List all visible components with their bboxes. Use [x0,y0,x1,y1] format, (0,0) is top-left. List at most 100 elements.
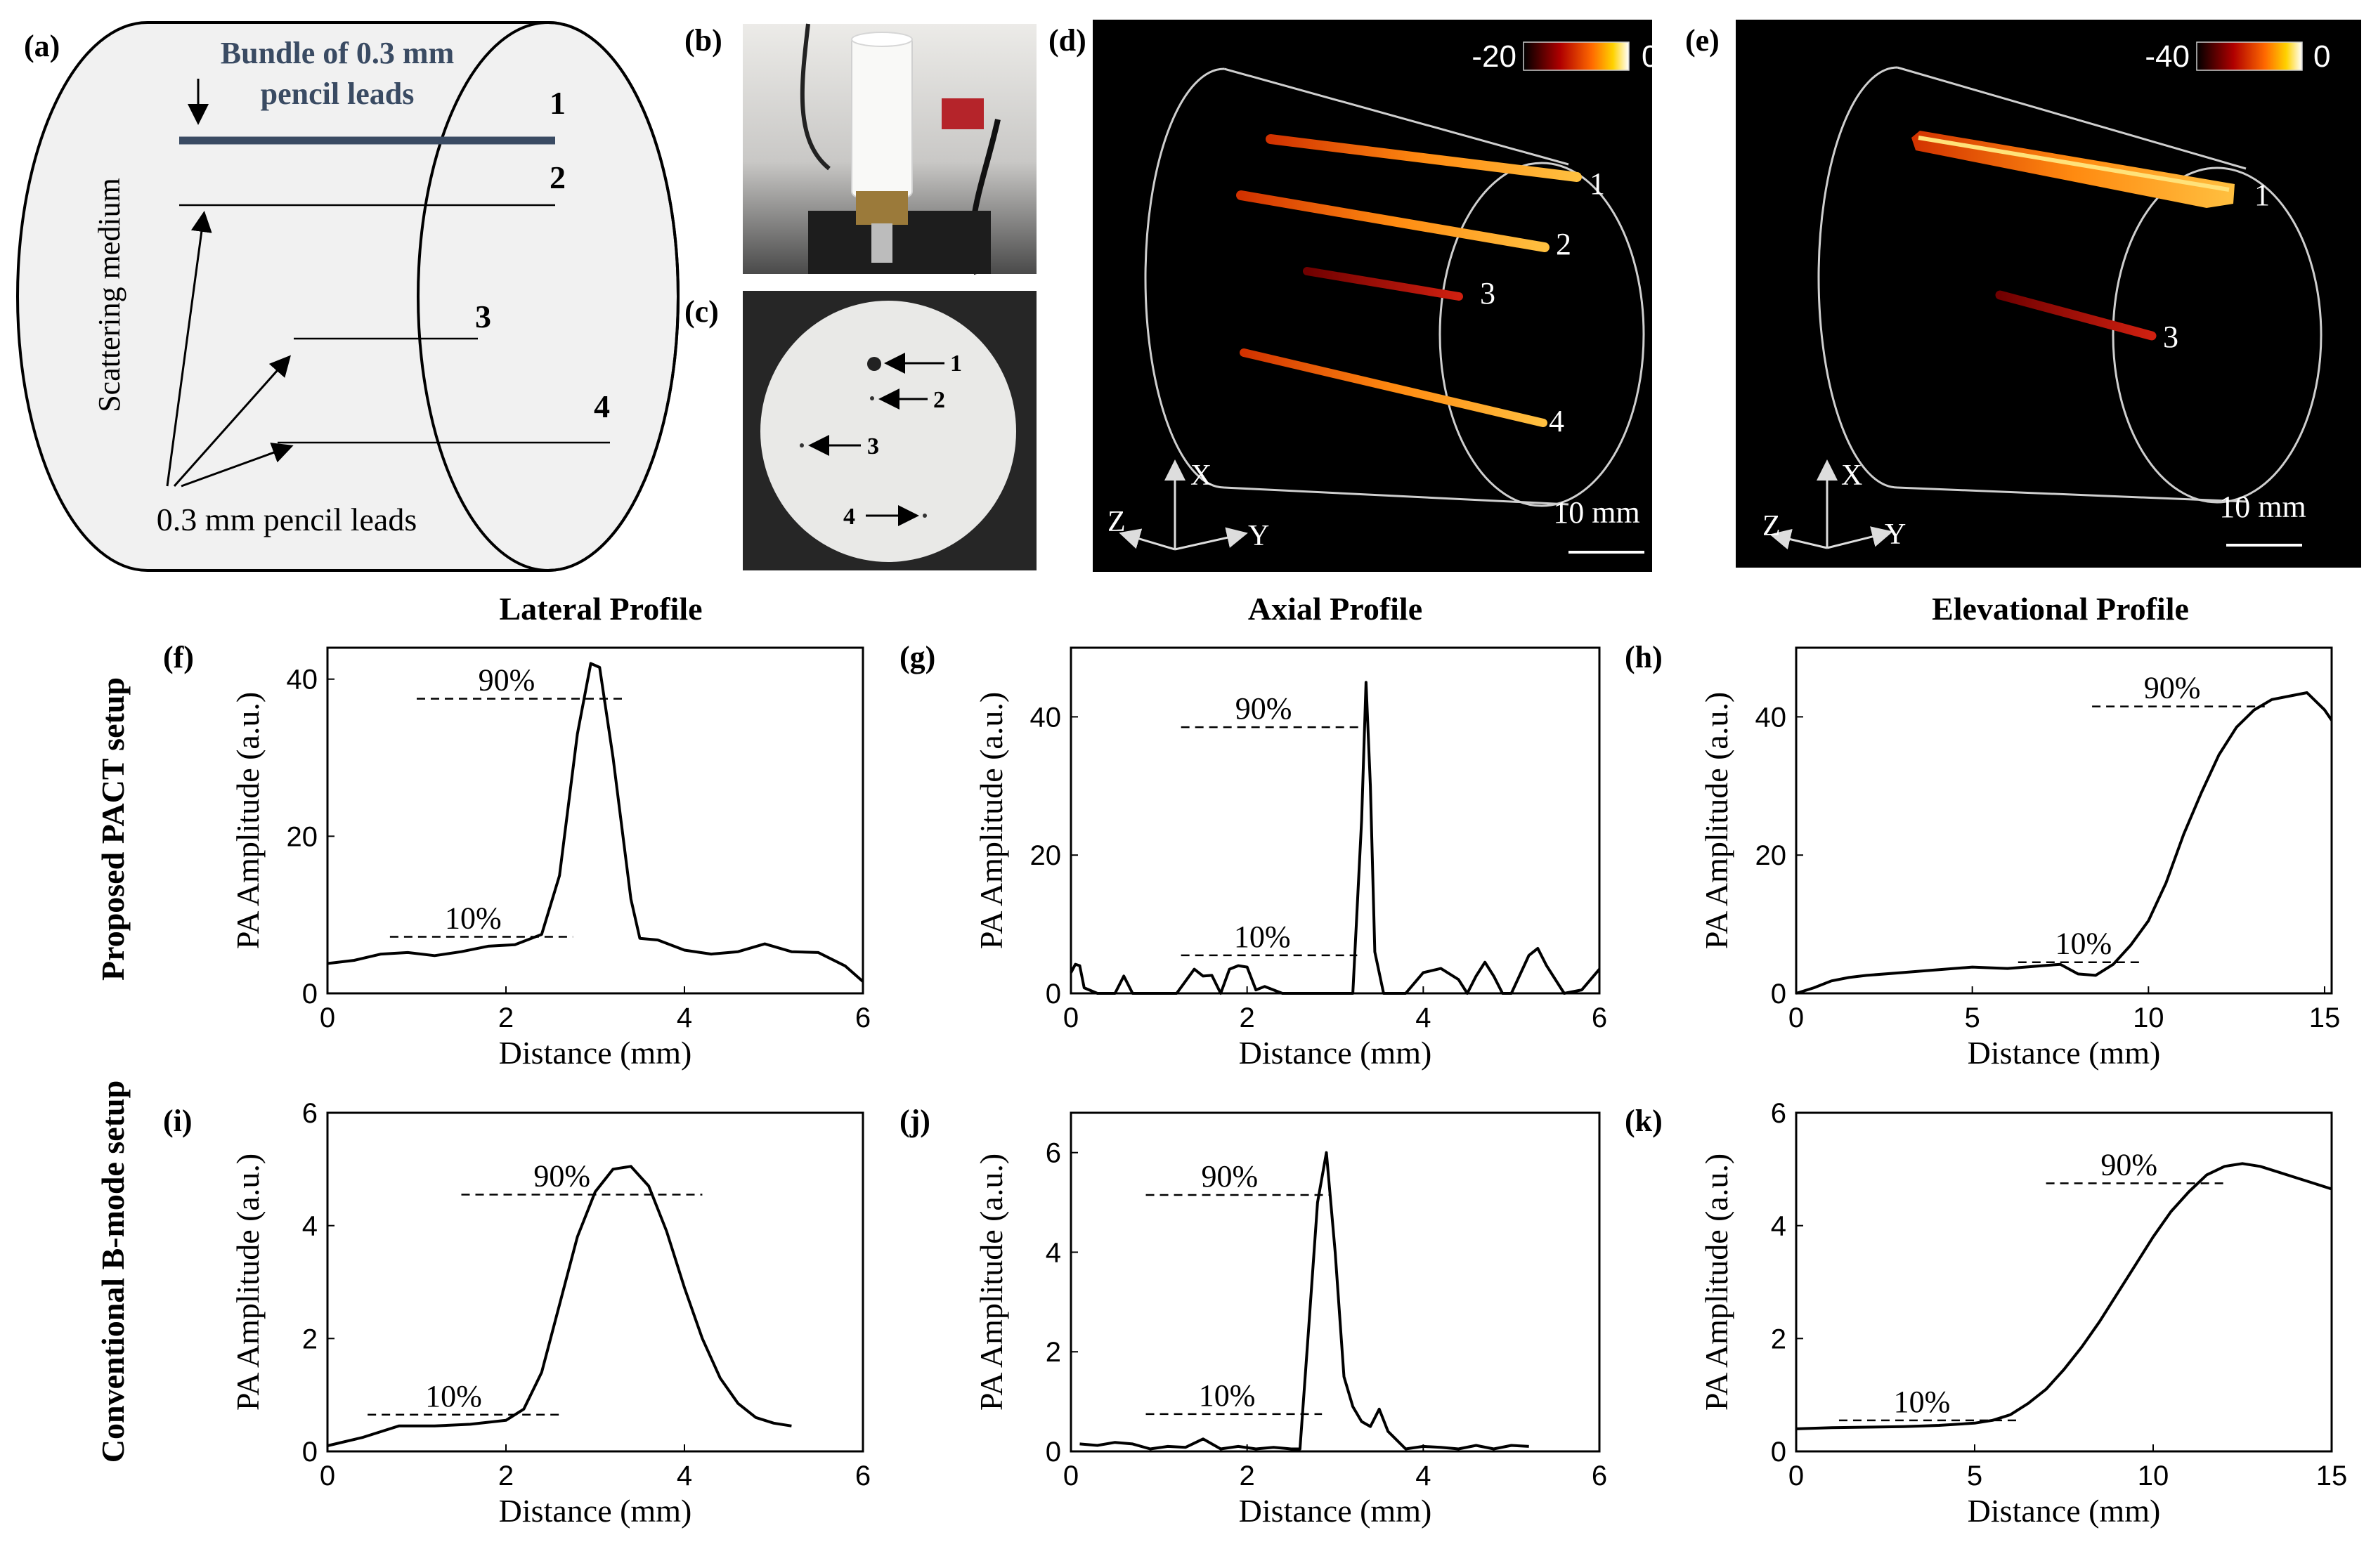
axis-e-y-arrow [1826,526,1893,549]
panel-label-a: (a) [24,29,60,63]
chart-j-xtick-label: 2 [1240,1461,1255,1491]
c-number-1: 1 [950,351,962,377]
chart-f: 0 2 4 6 0 20 40 Distance (mm) PA Amplitude (a.u.… [230,646,871,1071]
panel-label-i: (i) [163,1104,193,1138]
bundle-label-line2: pencil leads [261,77,415,111]
chart-j-ytick-label: 2 [1046,1337,1061,1368]
chart-i-ytick-label: 4 [302,1211,318,1242]
crosssection-hole-3 [800,443,804,447]
rod-d-3 [1303,267,1463,301]
chart-i-series-line [327,1165,792,1447]
chart-f-ylabel: PA Amplitude (a.u.) [230,692,266,949]
lead-number-3: 3 [475,299,491,334]
chart-h-threshold-label: 10% [2055,927,2112,961]
chart-i-xtick-label: 0 [320,1461,335,1491]
lead-number-2: 2 [550,159,566,195]
chart-g-xtick-label: 0 [1063,1002,1079,1033]
chart-j-frame [1070,1111,1601,1453]
chart-f-threshold-label: 90% [479,663,535,698]
axis-d-z-arrow [1119,528,1176,551]
panel-c: (c) 1 2 3 4 [684,291,1037,570]
chart-g-xlabel: Distance (mm) [1239,1035,1432,1071]
chart-g: 0 2 4 6 0 20 40 Distance (mm) PA Amplitude (a.u.… [973,646,1607,1071]
chart-i-ytick-label: 6 [302,1098,318,1129]
chart-j-ylabel: PA Amplitude (a.u.) [973,1154,1009,1411]
axis-d-x-label: X [1190,459,1212,492]
colorbar-e-max: 0 [2313,39,2330,74]
rod-d-4 [1240,348,1547,427]
chart-h-xtick-label: 15 [2309,1002,2341,1033]
chart-j-threshold-label: 10% [1199,1378,1256,1413]
colorbar-e [2196,41,2303,71]
chart-i-xtick-label: 4 [677,1461,692,1491]
chart-g-xtick-label: 6 [1592,1002,1607,1033]
chart-j-xtick-label: 4 [1415,1461,1431,1491]
column-title-elevational: Elevational Profile [1932,591,2189,627]
row-label-proposed: Proposed PACT setup [95,677,131,981]
chart-k-xtick-label: 0 [1788,1461,1804,1491]
crosssection-disk [760,301,1016,562]
render-background-d [1093,20,1652,572]
chart-h: 0 5 10 15 0 20 40 Distance (mm) PA Amplitude (a.… [1698,646,2341,1071]
chart-k-xlabel: Distance (mm) [1968,1493,2161,1529]
chart-h-threshold-label: 90% [2144,671,2201,705]
lead-number-1: 1 [550,85,566,121]
chart-k-xtick-label: 10 [2138,1461,2169,1491]
chart-j: 0 2 4 6 0 2 4 6 Distance (mm) PA Amplitude (a.u.)… [973,1111,1607,1529]
axis-e-y-label: Y [1885,518,1906,551]
axis-d-y-arrow [1174,527,1248,551]
scattering-medium-label: Scattering medium [92,178,126,412]
chart-g-ytick-label: 0 [1046,979,1061,1010]
scalebar-e-label: 10 mm [2219,490,2306,524]
chart-f-xtick-label: 4 [677,1002,692,1033]
rod-d-number-1: 1 [1590,166,1605,201]
chart-j-series-line [1079,1151,1529,1451]
colorbar-d-max: 0 [1642,39,1658,74]
leads-arrow-4 [181,443,294,488]
panel-e: (e) -40 0 1 3 X Y Z 10 mm [1685,20,2361,568]
leads-arrow-3 [173,355,291,487]
chart-j-ytick-label: 4 [1046,1237,1061,1268]
chart-g-ytick-label: 40 [1030,702,1062,733]
chart-f-series-line [327,662,864,983]
cylinder-wire-e [1817,66,2247,503]
panel-label-k: (k) [1625,1104,1663,1138]
chart-k-series-line [1795,1162,2332,1430]
chart-f-xtick-label: 0 [320,1002,335,1033]
cylinder-wire-d-front [1438,162,1645,507]
chart-f-xtick-label: 2 [498,1002,514,1033]
colorbar-d [1523,41,1630,71]
colorbar-d-min: -20 [1472,39,1516,74]
panel-label-f: (f) [163,640,194,674]
photo-transducer-holder [856,191,908,225]
chart-h-xtick-label: 5 [1965,1002,1980,1033]
crosssection-hole-4 [923,514,927,518]
chart-g-frame [1070,646,1601,995]
chart-g-xtick-label: 2 [1240,1002,1255,1033]
colorbar-e-min: -40 [2145,39,2190,74]
axis-d-y-label: Y [1248,520,1269,552]
chart-k-ytick-label: 0 [1771,1437,1786,1468]
chart-k: 0 5 10 15 0 2 4 6 Distance (mm) PA Amplitude (a.u… [1698,1098,2347,1529]
rod-e-3 [1995,290,2157,341]
c-number-4: 4 [843,504,855,530]
photo-transducer [871,223,892,263]
panel-label-h: (h) [1625,640,1663,674]
chart-k-frame [1795,1111,2333,1453]
chart-k-threshold-label: 10% [1894,1385,1951,1419]
chart-i-ytick-label: 2 [302,1324,318,1354]
chart-k-ylabel: PA Amplitude (a.u.) [1698,1154,1734,1411]
chart-h-xtick-label: 10 [2133,1002,2164,1033]
chart-i-ytick-label: 0 [302,1437,318,1468]
chart-h-ytick-label: 20 [1755,840,1787,871]
chart-k-ytick-label: 4 [1771,1211,1786,1242]
photo-cable [800,23,831,171]
chart-h-ytick-label: 40 [1755,702,1787,733]
leads-arrow-2 [166,211,212,487]
chart-j-threshold-label: 90% [1201,1159,1258,1194]
chart-g-xtick-label: 4 [1415,1002,1431,1033]
axis-d-z-label: Z [1107,506,1126,538]
chart-i: 0 2 4 6 0 2 4 6 Distance (mm) PA Amplitude (a.u.)… [230,1098,871,1529]
